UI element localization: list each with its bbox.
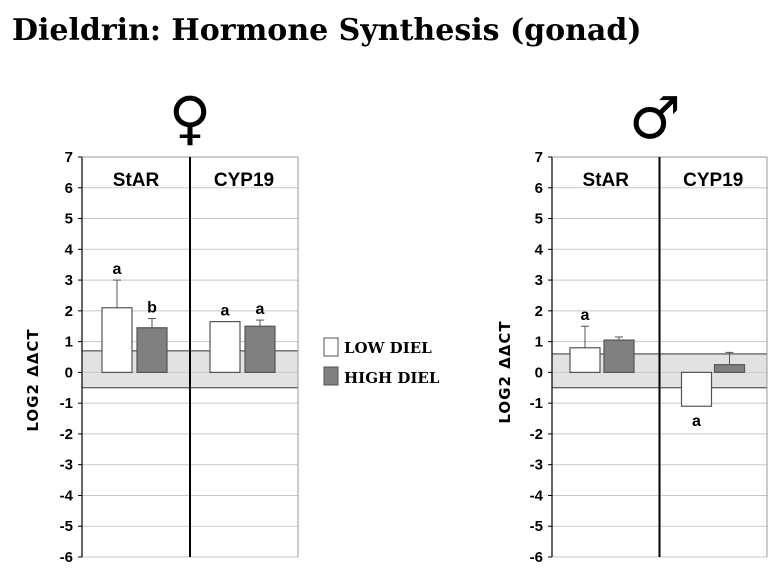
female-chart-panel: 7 6 5 4 3 2 1 0 -1 -2 -3 -4 -5 -6 StAR CYP19 LOG2 ΔΔCT a a… bbox=[24, 149, 299, 566]
legend-swatch-high bbox=[323, 366, 339, 386]
legend-swatch-low bbox=[323, 337, 339, 357]
legend: LOW DIEL HIGH DIEL bbox=[323, 337, 440, 387]
y-tick-label: -1 bbox=[60, 395, 73, 412]
y-axis-label: LOG2 ΔΔCT bbox=[24, 328, 42, 431]
y-tick-label: -3 bbox=[60, 457, 73, 474]
gene-label-star: StAR bbox=[113, 170, 160, 191]
y-tick-label: 5 bbox=[65, 211, 73, 228]
y-tick-label: 1 bbox=[535, 334, 543, 351]
y-tick-label: 6 bbox=[65, 180, 73, 197]
y-tick-label: 2 bbox=[65, 303, 73, 320]
significance-label: a bbox=[113, 261, 122, 278]
bar bbox=[680, 371, 713, 407]
gene-label-star: StAR bbox=[583, 170, 630, 191]
y-tick-label: 4 bbox=[65, 241, 74, 258]
y-tick-label: -3 bbox=[530, 457, 543, 474]
y-tick-label: 5 bbox=[535, 211, 543, 228]
y-tick-label: 1 bbox=[65, 334, 73, 351]
y-tick-label: 7 bbox=[65, 149, 73, 166]
y-tick-label: -4 bbox=[60, 487, 74, 504]
y-tick-label: 0 bbox=[535, 364, 543, 381]
y-tick-label: 2 bbox=[535, 303, 543, 320]
y-tick-label: -4 bbox=[530, 487, 544, 504]
y-tick-label: -6 bbox=[530, 549, 543, 566]
y-tick-label: 0 bbox=[65, 364, 73, 381]
bar bbox=[136, 327, 168, 373]
y-axis-label: LOG2 ΔΔCT bbox=[496, 320, 514, 423]
bar bbox=[244, 325, 276, 373]
significance-label: a bbox=[581, 307, 590, 324]
y-tick-label: 3 bbox=[65, 272, 73, 289]
y-tick-label: 7 bbox=[535, 149, 543, 166]
male-symbol-icon: ♂ bbox=[629, 84, 681, 152]
bar bbox=[569, 347, 601, 373]
significance-label: a bbox=[256, 301, 265, 318]
significance-label: a bbox=[221, 303, 230, 320]
figure-title: Dieldrin: Hormone Synthesis (gonad) bbox=[12, 13, 642, 48]
female-symbol-icon: ♀ bbox=[169, 84, 211, 152]
y-tick-label: 6 bbox=[535, 180, 543, 197]
y-tick-label: -1 bbox=[530, 395, 543, 412]
gene-label-cyp19: CYP19 bbox=[214, 170, 274, 191]
legend-label-high: HIGH DIEL bbox=[344, 369, 440, 387]
bar bbox=[209, 321, 241, 373]
y-tick-label: 4 bbox=[535, 241, 544, 258]
bar bbox=[101, 307, 133, 373]
y-tick-label: -2 bbox=[530, 426, 543, 443]
y-tick-label: 3 bbox=[535, 272, 543, 289]
y-tick-label: -5 bbox=[60, 518, 73, 535]
bar bbox=[603, 339, 635, 373]
y-tick-label: -5 bbox=[530, 518, 543, 535]
bar bbox=[713, 364, 746, 373]
y-tick-label: -2 bbox=[60, 426, 73, 443]
legend-label-low: LOW DIEL bbox=[344, 339, 432, 357]
gene-label-cyp19: CYP19 bbox=[683, 170, 743, 191]
significance-label: b bbox=[147, 300, 157, 317]
significance-label: a bbox=[692, 413, 701, 430]
male-chart-panel: 7 6 5 4 3 2 1 0 -1 -2 -3 -4 -5 -6 StAR CYP19 LOG2 ΔΔCT a a bbox=[496, 149, 768, 566]
y-tick-label: -6 bbox=[60, 549, 73, 566]
